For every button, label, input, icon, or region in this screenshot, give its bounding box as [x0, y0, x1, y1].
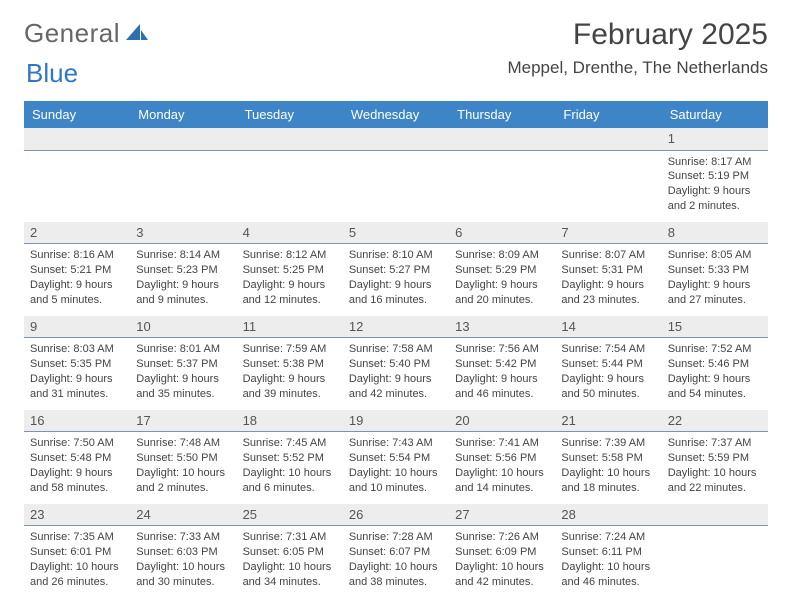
day-header-row: Sunday Monday Tuesday Wednesday Thursday… — [24, 101, 768, 128]
day-number: 24 — [130, 504, 236, 526]
day-number — [24, 128, 130, 150]
logo-text-general: General — [24, 18, 120, 49]
day-number: 15 — [662, 316, 768, 338]
logo: General — [24, 18, 148, 49]
day-info — [449, 151, 555, 222]
day-info: Sunrise: 8:12 AM Sunset: 5:25 PM Dayligh… — [237, 244, 343, 315]
day-info — [343, 151, 449, 222]
day-info — [237, 151, 343, 222]
day-info: Sunrise: 8:09 AM Sunset: 5:29 PM Dayligh… — [449, 244, 555, 315]
day-info: Sunrise: 8:05 AM Sunset: 5:33 PM Dayligh… — [662, 244, 768, 315]
day-info: Sunrise: 7:33 AM Sunset: 6:03 PM Dayligh… — [130, 526, 236, 597]
day-number: 21 — [555, 410, 661, 432]
day-info: Sunrise: 7:50 AM Sunset: 5:48 PM Dayligh… — [24, 432, 130, 503]
title-block: February 2025 Meppel, Drenthe, The Nethe… — [507, 18, 768, 78]
day-header: Thursday — [449, 101, 555, 128]
day-number: 1 — [662, 128, 768, 150]
day-header: Monday — [130, 101, 236, 128]
day-info: Sunrise: 7:28 AM Sunset: 6:07 PM Dayligh… — [343, 526, 449, 597]
day-number: 25 — [237, 504, 343, 526]
day-info: Sunrise: 7:54 AM Sunset: 5:44 PM Dayligh… — [555, 338, 661, 409]
day-info-row: Sunrise: 8:17 AM Sunset: 5:19 PM Dayligh… — [24, 151, 768, 222]
day-number: 14 — [555, 316, 661, 338]
calendar: Sunday Monday Tuesday Wednesday Thursday… — [24, 101, 768, 598]
day-number-row: 16171819202122 — [24, 410, 768, 433]
day-info: Sunrise: 7:26 AM Sunset: 6:09 PM Dayligh… — [449, 526, 555, 597]
day-info: Sunrise: 7:48 AM Sunset: 5:50 PM Dayligh… — [130, 432, 236, 503]
day-number: 23 — [24, 504, 130, 526]
day-number: 7 — [555, 222, 661, 244]
day-info-row: Sunrise: 7:50 AM Sunset: 5:48 PM Dayligh… — [24, 432, 768, 503]
day-number: 12 — [343, 316, 449, 338]
logo-text-blue: Blue — [26, 58, 78, 88]
day-number — [449, 128, 555, 150]
day-info: Sunrise: 7:41 AM Sunset: 5:56 PM Dayligh… — [449, 432, 555, 503]
day-number — [555, 128, 661, 150]
day-info: Sunrise: 7:35 AM Sunset: 6:01 PM Dayligh… — [24, 526, 130, 597]
day-number: 4 — [237, 222, 343, 244]
day-info — [662, 526, 768, 597]
day-number: 19 — [343, 410, 449, 432]
day-info — [130, 151, 236, 222]
day-info: Sunrise: 7:45 AM Sunset: 5:52 PM Dayligh… — [237, 432, 343, 503]
day-header: Sunday — [24, 101, 130, 128]
day-number: 28 — [555, 504, 661, 526]
day-info-row: Sunrise: 8:16 AM Sunset: 5:21 PM Dayligh… — [24, 244, 768, 315]
day-number: 17 — [130, 410, 236, 432]
day-info: Sunrise: 7:59 AM Sunset: 5:38 PM Dayligh… — [237, 338, 343, 409]
logo-sail-icon — [126, 18, 148, 49]
day-number — [343, 128, 449, 150]
day-number: 11 — [237, 316, 343, 338]
day-number: 27 — [449, 504, 555, 526]
day-number: 2 — [24, 222, 130, 244]
day-info: Sunrise: 7:39 AM Sunset: 5:58 PM Dayligh… — [555, 432, 661, 503]
day-info — [555, 151, 661, 222]
day-number-row: 9101112131415 — [24, 316, 768, 339]
day-header: Friday — [555, 101, 661, 128]
day-number: 8 — [662, 222, 768, 244]
day-number-row: 2345678 — [24, 222, 768, 245]
day-info: Sunrise: 7:31 AM Sunset: 6:05 PM Dayligh… — [237, 526, 343, 597]
day-number — [237, 128, 343, 150]
day-number: 3 — [130, 222, 236, 244]
day-number — [662, 504, 768, 526]
day-number: 22 — [662, 410, 768, 432]
day-number: 5 — [343, 222, 449, 244]
day-info: Sunrise: 7:52 AM Sunset: 5:46 PM Dayligh… — [662, 338, 768, 409]
day-info: Sunrise: 7:43 AM Sunset: 5:54 PM Dayligh… — [343, 432, 449, 503]
location: Meppel, Drenthe, The Netherlands — [507, 58, 768, 78]
day-number: 18 — [237, 410, 343, 432]
day-header: Saturday — [662, 101, 768, 128]
day-number: 13 — [449, 316, 555, 338]
day-info: Sunrise: 8:17 AM Sunset: 5:19 PM Dayligh… — [662, 151, 768, 222]
day-info-row: Sunrise: 8:03 AM Sunset: 5:35 PM Dayligh… — [24, 338, 768, 409]
day-number: 20 — [449, 410, 555, 432]
day-info: Sunrise: 8:10 AM Sunset: 5:27 PM Dayligh… — [343, 244, 449, 315]
day-info: Sunrise: 7:56 AM Sunset: 5:42 PM Dayligh… — [449, 338, 555, 409]
day-number-row: 232425262728 — [24, 504, 768, 527]
day-info: Sunrise: 8:16 AM Sunset: 5:21 PM Dayligh… — [24, 244, 130, 315]
day-info — [24, 151, 130, 222]
day-header: Wednesday — [343, 101, 449, 128]
day-info: Sunrise: 8:14 AM Sunset: 5:23 PM Dayligh… — [130, 244, 236, 315]
day-info: Sunrise: 7:24 AM Sunset: 6:11 PM Dayligh… — [555, 526, 661, 597]
month-title: February 2025 — [507, 18, 768, 52]
day-info: Sunrise: 8:01 AM Sunset: 5:37 PM Dayligh… — [130, 338, 236, 409]
day-number: 26 — [343, 504, 449, 526]
day-number: 9 — [24, 316, 130, 338]
day-header: Tuesday — [237, 101, 343, 128]
day-number-row: 1 — [24, 128, 768, 151]
day-info: Sunrise: 7:58 AM Sunset: 5:40 PM Dayligh… — [343, 338, 449, 409]
day-number: 10 — [130, 316, 236, 338]
weeks-container: 1Sunrise: 8:17 AM Sunset: 5:19 PM Daylig… — [24, 128, 768, 598]
day-info-row: Sunrise: 7:35 AM Sunset: 6:01 PM Dayligh… — [24, 526, 768, 597]
day-number: 16 — [24, 410, 130, 432]
day-number: 6 — [449, 222, 555, 244]
day-info: Sunrise: 8:07 AM Sunset: 5:31 PM Dayligh… — [555, 244, 661, 315]
day-number — [130, 128, 236, 150]
day-info: Sunrise: 7:37 AM Sunset: 5:59 PM Dayligh… — [662, 432, 768, 503]
day-info: Sunrise: 8:03 AM Sunset: 5:35 PM Dayligh… — [24, 338, 130, 409]
